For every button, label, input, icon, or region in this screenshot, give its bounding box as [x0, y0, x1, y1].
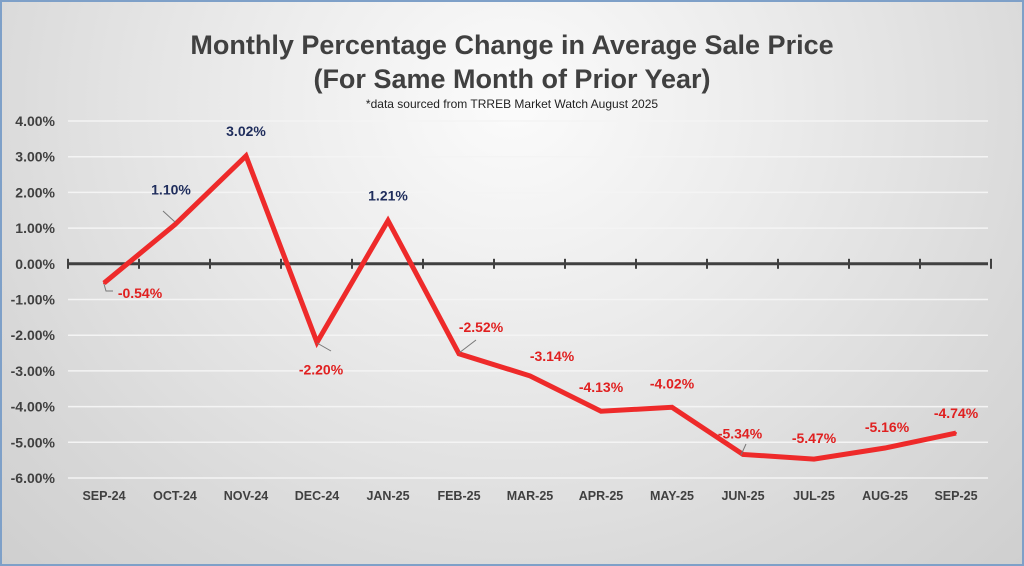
- y-tick-label: -5.00%: [11, 434, 56, 450]
- leader-line: [458, 339, 477, 354]
- data-label: 3.02%: [226, 123, 266, 139]
- data-point: [600, 410, 602, 413]
- x-tick-label: MAR-25: [507, 489, 554, 503]
- chart-title-line2: (For Same Month of Prior Year): [313, 64, 710, 94]
- data-point: [955, 432, 957, 435]
- data-point: [742, 453, 744, 456]
- data-point: [387, 219, 389, 222]
- data-label: -5.16%: [865, 419, 910, 435]
- data-label: -4.13%: [579, 379, 624, 395]
- x-tick-label: SEP-24: [82, 489, 125, 503]
- y-tick-label: 1.00%: [15, 220, 55, 236]
- data-label: -3.14%: [530, 348, 575, 364]
- leader-line: [162, 210, 176, 223]
- data-label: 1.21%: [368, 188, 408, 204]
- leader-line: [316, 342, 332, 352]
- leader-line: [103, 283, 113, 292]
- x-tick-label: JUN-25: [721, 489, 764, 503]
- x-tick-label: OCT-24: [153, 489, 197, 503]
- data-label: -4.02%: [650, 375, 695, 391]
- data-label: 1.10%: [151, 182, 191, 198]
- data-label: -2.20%: [299, 361, 344, 377]
- data-point: [174, 223, 176, 226]
- x-tick-label: NOV-24: [224, 489, 269, 503]
- data-label: -0.54%: [118, 285, 163, 301]
- y-tick-label: -3.00%: [11, 363, 56, 379]
- y-tick-label: -1.00%: [11, 292, 56, 308]
- x-tick-label: DEC-24: [295, 489, 340, 503]
- y-tick-label: -2.00%: [11, 327, 56, 343]
- data-label: -5.34%: [718, 425, 763, 441]
- data-point: [529, 374, 531, 377]
- data-point: [813, 458, 815, 461]
- data-label: -2.52%: [459, 319, 504, 335]
- data-point: [671, 406, 673, 409]
- data-point: [884, 447, 886, 450]
- data-point: [458, 352, 460, 355]
- x-tick-label: JUL-25: [793, 489, 835, 503]
- chart-title: Monthly Percentage Change in Average Sal…: [190, 30, 833, 60]
- data-label: -4.74%: [934, 405, 979, 421]
- x-tick-label: FEB-25: [437, 489, 480, 503]
- y-tick-label: -6.00%: [11, 470, 56, 486]
- x-tick-label: MAY-25: [650, 489, 694, 503]
- y-tick-label: 0.00%: [15, 256, 55, 272]
- y-tick-label: 2.00%: [15, 184, 55, 200]
- x-tick-label: APR-25: [579, 489, 624, 503]
- x-tick-label: JAN-25: [366, 489, 409, 503]
- leader-line: [740, 443, 747, 456]
- y-tick-label: 3.00%: [15, 149, 55, 165]
- data-point: [245, 154, 247, 157]
- y-tick-label: -4.00%: [11, 399, 56, 415]
- x-tick-label: SEP-25: [934, 489, 977, 503]
- y-tick-label: 4.00%: [15, 113, 55, 129]
- data-point: [103, 282, 105, 285]
- chart-subtitle: *data sourced from TRREB Market Watch Au…: [366, 97, 658, 111]
- series-line: [102, 151, 957, 462]
- x-tick-label: AUG-25: [862, 489, 908, 503]
- data-label: -5.47%: [792, 430, 837, 446]
